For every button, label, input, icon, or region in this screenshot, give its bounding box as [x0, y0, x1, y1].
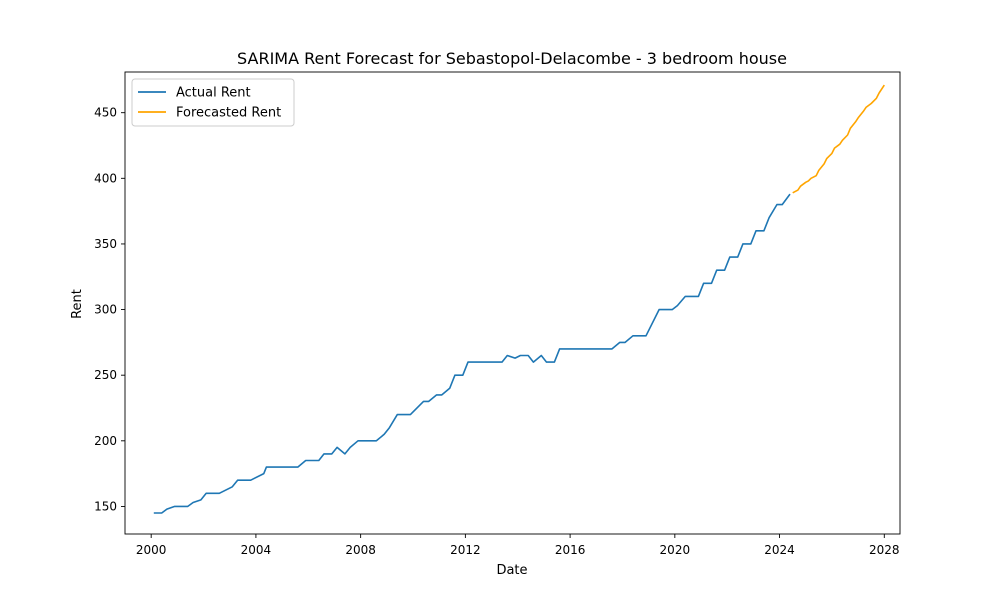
x-tick-label: 2008 [345, 543, 376, 557]
x-tick-label: 2020 [660, 543, 691, 557]
y-tick-label: 450 [94, 106, 117, 120]
legend-label-0: Actual Rent [176, 86, 251, 101]
x-tick-label: 2012 [450, 543, 481, 557]
plot-area [153, 84, 885, 514]
series-line-0 [153, 193, 791, 514]
x-tick-label: 2028 [869, 543, 900, 557]
x-axis-label: Date [496, 563, 527, 578]
y-tick-label: 150 [94, 499, 117, 513]
x-tick-label: 2024 [764, 543, 795, 557]
plot-frame [124, 71, 901, 535]
x-tick-label: 2016 [555, 543, 586, 557]
y-axis-label: Rent [70, 289, 85, 319]
legend-label-1: Forecasted Rent [176, 106, 281, 121]
y-tick-label: 400 [94, 171, 117, 185]
y-tick-label: 350 [94, 237, 117, 251]
y-tick-label: 250 [94, 368, 117, 382]
axes: 2000 2004 2008 2012 2016 2020 2024 2028 150 200 25… [94, 71, 901, 557]
y-tick-label: 200 [94, 434, 117, 448]
chart-title: SARIMA Rent Forecast for Sebastopol-Dela… [237, 49, 787, 68]
series-line-1 [792, 84, 885, 194]
y-tick-label: 300 [94, 303, 117, 317]
legend-box [131, 78, 295, 127]
legend: Actual Rent Forecasted Rent [131, 78, 295, 127]
x-tick-label: 2004 [241, 543, 272, 557]
x-tick-label: 2000 [136, 543, 167, 557]
